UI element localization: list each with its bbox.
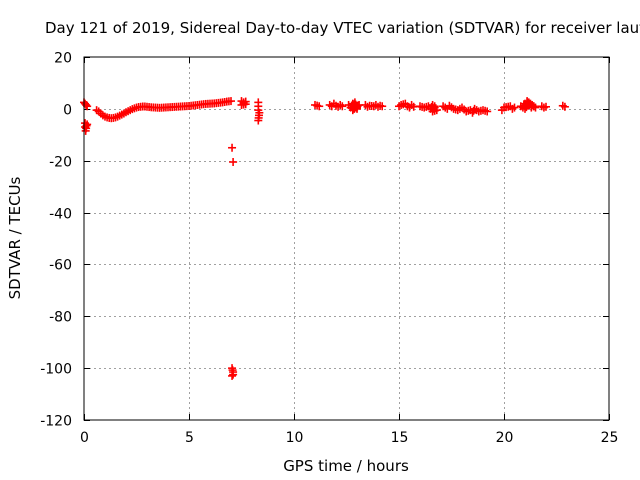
x-tick-label: 5	[185, 430, 194, 446]
data-point	[338, 102, 347, 111]
y-tick-label: -100	[40, 362, 72, 378]
data-point	[521, 104, 529, 113]
data-point	[229, 370, 238, 379]
data-point	[353, 104, 361, 113]
x-tick-label: 15	[391, 430, 409, 446]
data-point	[483, 107, 492, 116]
data-point	[228, 143, 237, 152]
data-point	[229, 158, 238, 167]
data-point	[227, 97, 235, 106]
data-point	[315, 102, 324, 111]
x-tick-label: 25	[601, 430, 619, 446]
y-tick-label: 20	[54, 51, 72, 67]
data-point	[254, 116, 263, 125]
y-axis-label: SDTVAR / TECUs	[6, 176, 24, 299]
data-point	[241, 100, 250, 109]
data-point	[378, 102, 387, 111]
data-point	[542, 102, 550, 111]
y-tick-label: -60	[49, 258, 72, 274]
y-tick-label: -120	[40, 414, 72, 430]
x-axis-label: GPS time / hours	[283, 457, 409, 475]
x-tick-label: 20	[496, 430, 514, 446]
data-point	[228, 371, 237, 380]
data-point	[82, 100, 91, 109]
plot-frame	[83, 56, 610, 421]
x-tick-label: 0	[80, 430, 89, 446]
grid	[84, 57, 609, 420]
y-tick-label: -20	[49, 155, 72, 171]
data-point	[522, 103, 531, 112]
data-point	[510, 103, 519, 112]
data-point	[560, 102, 569, 111]
chart-title: Day 121 of 2019, Sidereal Day-to-day VTE…	[45, 19, 640, 37]
y-tick-label: 0	[63, 103, 72, 119]
x-tick-label: 10	[286, 430, 304, 446]
data-point	[430, 102, 439, 111]
data-points	[80, 97, 569, 380]
y-tick-label: -80	[49, 310, 72, 326]
y-tick-label: -40	[49, 207, 72, 223]
